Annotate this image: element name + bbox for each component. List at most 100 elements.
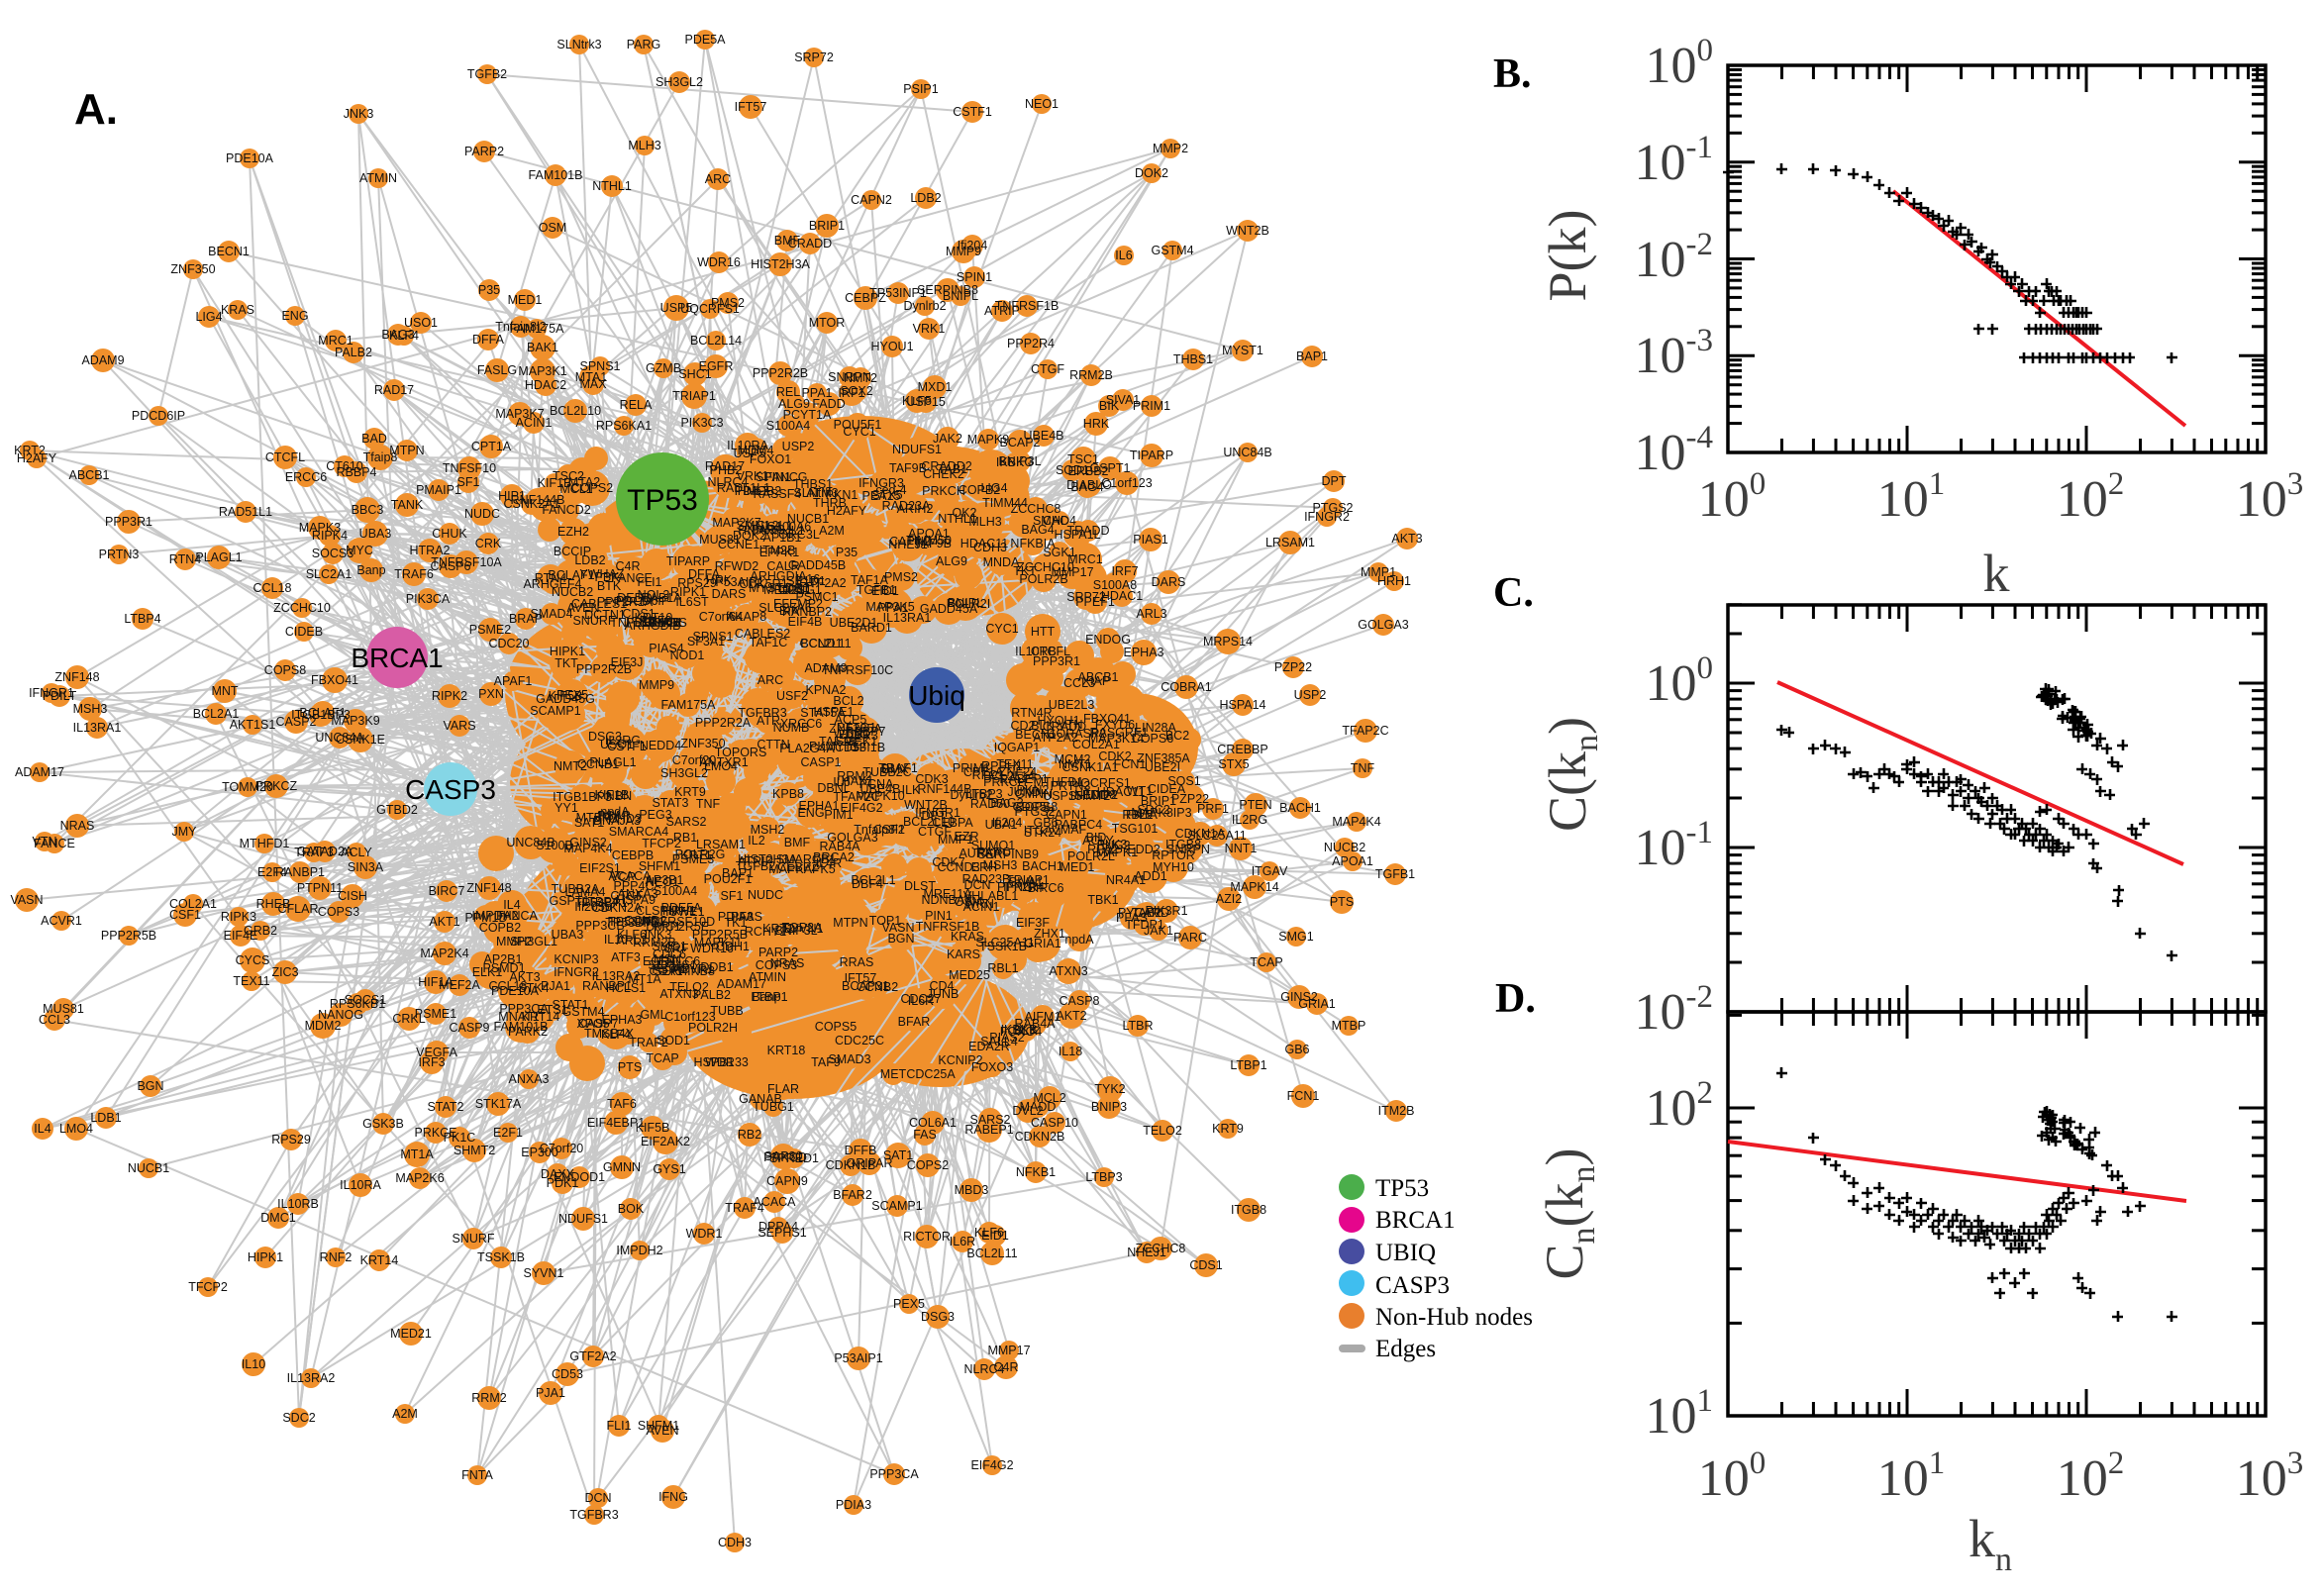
svg-text:SHFM1: SHFM1 [638,1419,679,1433]
svg-text:VRK1: VRK1 [913,322,946,336]
svg-text:Non-Hub nodes: Non-Hub nodes [1375,1304,1533,1331]
svg-text:TKT: TKT [555,656,578,670]
svg-text:TSSK1B: TSSK1B [979,940,1027,953]
svg-text:CCND1: CCND1 [799,637,842,650]
svg-text:DFFA: DFFA [472,333,505,347]
svg-text:HRK: HRK [1083,417,1110,431]
svg-text:P53AIP1: P53AIP1 [834,1351,882,1365]
svg-text:BLK: BLK [1014,1024,1038,1038]
svg-text:CASP6: CASP6 [431,559,471,573]
svg-text:FCN1: FCN1 [1287,1089,1320,1103]
svg-text:COPS2: COPS2 [907,1158,949,1172]
svg-text:LAMA4: LAMA4 [565,885,606,899]
svg-text:CD53: CD53 [552,1367,583,1381]
svg-text:MTPN: MTPN [833,916,867,930]
svg-text:RRM2: RRM2 [471,1391,506,1405]
svg-text:SIN3A: SIN3A [348,860,384,874]
svg-text:IL6R: IL6R [950,1235,975,1248]
svg-text:SMARCA4: SMARCA4 [609,825,668,839]
svg-text:IRF3: IRF3 [418,1055,445,1069]
svg-text:PRIM1: PRIM1 [1133,399,1170,413]
svg-text:BNIP3: BNIP3 [1091,1100,1127,1114]
svg-text:TAF9B: TAF9B [889,461,927,475]
svg-text:FANCA: FANCA [496,909,538,923]
svg-text:UBE4B: UBE4B [1024,429,1064,443]
svg-text:MNAT1: MNAT1 [498,1010,539,1024]
svg-text:EIF4G2: EIF4G2 [970,1458,1013,1472]
svg-text:FASLG: FASLG [477,363,517,377]
svg-text:FLI1: FLI1 [606,1419,631,1433]
svg-text:HUWE1: HUWE1 [659,905,704,919]
svg-text:DCN: DCN [584,1491,611,1505]
svg-text:VTN: VTN [33,835,57,848]
svg-text:BAP1: BAP1 [1296,349,1328,363]
svg-text:RB2: RB2 [738,1128,761,1142]
svg-text:NANOG: NANOG [318,1008,363,1022]
svg-text:FNTA: FNTA [461,1468,493,1482]
svg-text:PTS: PTS [1330,895,1354,909]
svg-text:NEDD4: NEDD4 [640,739,681,752]
svg-text:MYH10: MYH10 [1153,860,1194,874]
svg-text:WDR33: WDR33 [705,1055,749,1069]
svg-text:TFCP2: TFCP2 [188,1280,228,1294]
svg-text:HDAC1: HDAC1 [1101,589,1143,603]
svg-text:CDKN2B: CDKN2B [1015,1130,1065,1144]
svg-text:CDH1: CDH1 [716,940,750,953]
svg-text:LDB1: LDB1 [90,1111,121,1125]
svg-text:MDM4: MDM4 [738,444,774,457]
svg-text:NNT1: NNT1 [1225,842,1258,855]
svg-text:HIPK1: HIPK1 [550,645,585,658]
svg-text:HIST2H3A: HIST2H3A [751,257,810,271]
svg-text:TP53: TP53 [1375,1175,1429,1202]
svg-text:IL10RB: IL10RB [1015,645,1057,658]
svg-text:RB1: RB1 [673,831,697,845]
svg-text:KIF1B: KIF1B [538,476,572,490]
svg-text:RHEB: RHEB [256,897,291,911]
svg-text:PMAIP1: PMAIP1 [416,483,461,497]
svg-text:MAP3K5: MAP3K5 [865,600,914,614]
svg-text:PDE10A: PDE10A [226,151,274,165]
svg-text:MCL2: MCL2 [1033,1091,1065,1105]
svg-text:THBS1: THBS1 [1173,352,1213,366]
svg-text:PPP2R2B: PPP2R2B [753,366,808,380]
svg-text:CTCFL: CTCFL [265,450,305,464]
svg-text:ACVR1: ACVR1 [41,914,82,928]
svg-text:PDCD6IP: PDCD6IP [132,409,185,423]
svg-text:CDC25A: CDC25A [906,1067,956,1081]
svg-text:CCL3: CCL3 [39,1013,70,1027]
svg-text:BMF: BMF [784,836,811,849]
svg-text:IL18: IL18 [1059,1045,1082,1058]
svg-text:IFNGR3: IFNGR3 [858,476,904,490]
svg-text:ATXN3: ATXN3 [1049,964,1087,978]
svg-text:PRTN3: PRTN3 [99,548,140,561]
svg-text:Tnfaip8l2: Tnfaip8l2 [495,320,546,334]
svg-text:HCLS1: HCLS1 [606,981,646,995]
svg-text:ITGAV: ITGAV [1252,864,1288,878]
svg-text:RAD23A: RAD23A [882,499,931,513]
svg-text:RAD50: RAD50 [970,797,1010,811]
svg-text:PFAS: PFAS [1116,911,1148,925]
svg-text:MAPK3: MAPK3 [299,521,341,535]
svg-text:PSAP: PSAP [597,809,630,823]
svg-text:IL10RB: IL10RB [277,1197,319,1211]
svg-text:IMPDH2: IMPDH2 [616,1244,662,1257]
svg-text:TUBB: TUBB [710,1004,743,1018]
svg-text:MNT: MNT [211,684,238,698]
svg-text:C7orf20: C7orf20 [540,1142,584,1155]
svg-text:IL10RA: IL10RA [340,1178,381,1192]
svg-text:EIF4E: EIF4E [224,929,258,943]
svg-text:CD2: CD2 [1010,719,1035,733]
svg-text:EPHA1: EPHA1 [799,799,840,813]
svg-text:DMC1: DMC1 [260,1211,295,1225]
svg-text:COPS8: COPS8 [264,663,306,677]
svg-text:CIDEB: CIDEB [285,625,323,639]
svg-text:PTEN: PTEN [1239,798,1271,812]
svg-text:MMP9: MMP9 [946,245,981,258]
svg-text:ATMIN: ATMIN [359,171,397,185]
svg-text:MT1A: MT1A [400,1147,434,1161]
svg-text:PSMD1: PSMD1 [482,961,525,975]
svg-text:SGK1: SGK1 [1043,546,1075,559]
svg-text:MCM2: MCM2 [1055,752,1091,766]
svg-text:CASP8: CASP8 [1060,994,1100,1008]
svg-text:TOP1: TOP1 [869,914,901,928]
